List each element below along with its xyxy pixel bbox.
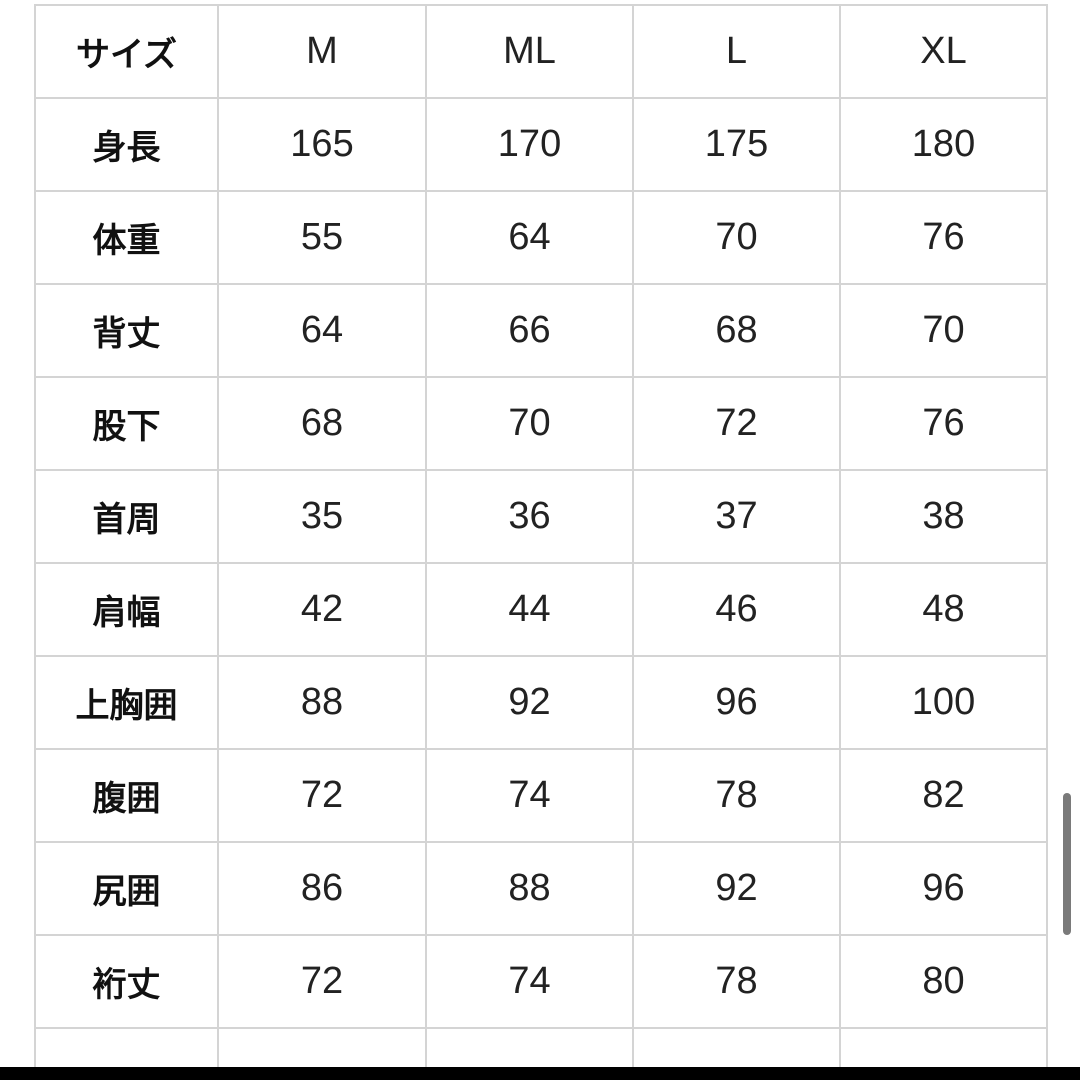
table-cell: 72 [632, 376, 841, 471]
table-cell: ML [425, 4, 634, 99]
table-cell: 35 [217, 469, 427, 564]
table-cell: 68 [217, 376, 427, 471]
table-cell: 76 [839, 190, 1048, 285]
table-cell: 100 [839, 655, 1048, 750]
row-label: 体重 [34, 190, 219, 285]
row-label: 裄丈 [34, 934, 219, 1029]
table-header-row: サイズ M ML L XL [34, 4, 1048, 99]
table-cell: 44 [425, 562, 634, 657]
table-cell: 74 [425, 934, 634, 1029]
table-row: 肩幅 42 44 46 48 [34, 562, 1048, 657]
table-cell: 70 [839, 283, 1048, 378]
table-cell: 64 [217, 283, 427, 378]
row-label: 身長 [34, 97, 219, 192]
table-row: 身長 165 170 175 180 [34, 97, 1048, 192]
table-cell: 88 [217, 655, 427, 750]
table-row: 上胸囲 88 92 96 100 [34, 655, 1048, 750]
table-cell: 46 [632, 562, 841, 657]
row-label: 股下 [34, 376, 219, 471]
table-cell: 68 [632, 283, 841, 378]
table-cell: 92 [632, 841, 841, 936]
row-label: 尻囲 [34, 841, 219, 936]
row-label: 腹囲 [34, 748, 219, 843]
table-cell: 92 [425, 655, 634, 750]
table-cell: 78 [632, 934, 841, 1029]
table-cell: 66 [425, 283, 634, 378]
table-cell: M [217, 4, 427, 99]
table-cell: 80 [839, 934, 1048, 1029]
table-cell: 55 [217, 190, 427, 285]
table-cell: 175 [632, 97, 841, 192]
table-cell: 74 [425, 748, 634, 843]
table-cell: 72 [217, 934, 427, 1029]
table-cell: 96 [839, 841, 1048, 936]
table-cell: 70 [425, 376, 634, 471]
table-cell [839, 1027, 1048, 1071]
table-cell: 64 [425, 190, 634, 285]
table-cell: 170 [425, 97, 634, 192]
table-cell: XL [839, 4, 1048, 99]
table-cell: 42 [217, 562, 427, 657]
table-cell: 82 [839, 748, 1048, 843]
row-label: サイズ [34, 4, 219, 99]
row-label: 肩幅 [34, 562, 219, 657]
bottom-bar [0, 1067, 1080, 1080]
table-cell: 78 [632, 748, 841, 843]
table-row: 体重 55 64 70 76 [34, 190, 1048, 285]
table-cell: 96 [632, 655, 841, 750]
table-cell: 86 [217, 841, 427, 936]
table-cell: 36 [425, 469, 634, 564]
table-cell [34, 1027, 219, 1071]
table-cell: L [632, 4, 841, 99]
table-row: 背丈 64 66 68 70 [34, 283, 1048, 378]
row-label: 上胸囲 [34, 655, 219, 750]
size-chart-table: サイズ M ML L XL 身長 165 170 175 180 体重 55 64 70 76 背丈 64 66 6… [34, 4, 1048, 1071]
table-row-partial [34, 1027, 1048, 1071]
table-cell: 180 [839, 97, 1048, 192]
table-cell: 76 [839, 376, 1048, 471]
table-cell: 37 [632, 469, 841, 564]
table-row: 裄丈 72 74 78 80 [34, 934, 1048, 1029]
table-cell: 70 [632, 190, 841, 285]
table-cell: 72 [217, 748, 427, 843]
table-cell: 165 [217, 97, 427, 192]
table-row: 股下 68 70 72 76 [34, 376, 1048, 471]
table-row: 腹囲 72 74 78 82 [34, 748, 1048, 843]
row-label: 背丈 [34, 283, 219, 378]
table-row: 尻囲 86 88 92 96 [34, 841, 1048, 936]
table-cell [632, 1027, 841, 1071]
table-cell [425, 1027, 634, 1071]
table-cell [217, 1027, 427, 1071]
vertical-scrollbar[interactable] [1063, 793, 1071, 935]
row-label: 首周 [34, 469, 219, 564]
table-row: 首周 35 36 37 38 [34, 469, 1048, 564]
table-cell: 48 [839, 562, 1048, 657]
table-cell: 88 [425, 841, 634, 936]
table-cell: 38 [839, 469, 1048, 564]
